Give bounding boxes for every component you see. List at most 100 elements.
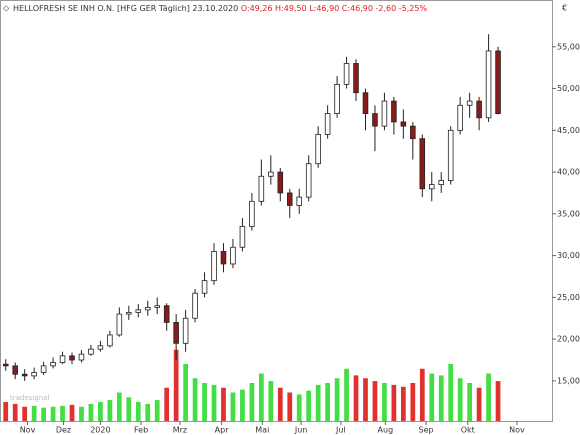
volume-bar [277, 387, 283, 421]
volume-bar [116, 392, 122, 421]
candle-body [220, 251, 227, 265]
volume-bar [438, 375, 444, 421]
candle-body [277, 171, 284, 194]
candle-body [372, 113, 378, 127]
volume-bar [88, 403, 94, 421]
candle-body [466, 100, 473, 106]
y-tick-label: 40,00 [557, 168, 580, 177]
volume-bar [79, 406, 84, 421]
candle-body [381, 100, 388, 127]
volume-bar [31, 405, 37, 421]
candle-body [31, 372, 37, 377]
x-tick-label: Jul [335, 426, 346, 435]
volume-bar [221, 387, 226, 421]
volume-bar [296, 394, 302, 421]
candle-body [59, 355, 66, 363]
volume-bar [249, 383, 255, 421]
volume-bar [344, 368, 349, 421]
y-tick-label: 55,00 [557, 42, 580, 51]
volume-bar [164, 387, 170, 421]
volume-bar [429, 373, 435, 421]
candle-body [78, 353, 85, 361]
volume-bar [135, 402, 141, 421]
volume-bar [287, 392, 293, 421]
volume-bar [98, 402, 103, 421]
y-tick-label: 25,00 [557, 293, 580, 302]
volume-bar [363, 378, 368, 421]
volume-bar [315, 384, 321, 421]
candle-body [286, 192, 293, 206]
candle-body [192, 292, 198, 319]
candle-body [362, 92, 369, 115]
volume-bar [12, 403, 18, 421]
x-tick-label: Mai [255, 426, 269, 435]
volume-bar [486, 373, 491, 421]
volume-bar [3, 402, 9, 421]
currency: € [562, 4, 567, 13]
volume-bar [400, 386, 406, 421]
candle-body [163, 305, 170, 323]
y-tick-label: 30,00 [557, 251, 580, 260]
candle-body [400, 121, 407, 127]
candle-body [126, 312, 132, 315]
volume-bar [306, 390, 312, 421]
volume-bar [391, 384, 397, 421]
candle-body [315, 134, 321, 165]
volume-bar [240, 389, 245, 421]
candle-body [324, 113, 331, 135]
x-tick-label: Feb [134, 426, 148, 435]
quote: O:49,26 H:49,50 L:46,90 C:46,90 -2,60 -5… [241, 4, 428, 13]
candle-body [334, 83, 340, 115]
volume-bar [495, 381, 501, 421]
candle-body [173, 322, 179, 344]
x-tick-label: Mrz [173, 426, 187, 435]
candle-body [135, 309, 142, 313]
volume-bar [173, 349, 179, 421]
candle-body [211, 251, 217, 282]
volume-bar [69, 404, 75, 421]
candle-body [12, 365, 18, 375]
volume-bar [41, 407, 46, 421]
candle-body [154, 305, 160, 308]
volume-bar [211, 384, 217, 421]
y-tick-label: 45,00 [557, 126, 580, 135]
volume-bar [145, 403, 151, 421]
volume-bar [476, 387, 482, 421]
volume-bar [353, 375, 359, 421]
watermark: tradesignal [10, 394, 49, 402]
candle-body [69, 355, 75, 361]
volume-bar [192, 378, 198, 421]
candle-body [2, 363, 9, 367]
candle-body [391, 100, 397, 123]
y-tick-label: 50,00 [557, 84, 580, 93]
candle-body [116, 313, 123, 336]
volume-bar [202, 383, 207, 421]
volume-bar [382, 383, 387, 421]
x-tick-label: Aug [378, 426, 394, 435]
candle-body [107, 334, 113, 347]
candle-body [21, 373, 28, 377]
candle-body [144, 306, 151, 311]
y-tick-label: 35,00 [557, 209, 580, 218]
volume-bar [126, 397, 132, 421]
volume-bar [334, 378, 340, 421]
volume-bar [50, 406, 56, 421]
y-tick-label: 20,00 [557, 335, 580, 344]
candle-body [239, 225, 246, 248]
candle-body [249, 200, 255, 227]
x-tick-label: Nov [20, 426, 36, 435]
candle-body [428, 184, 435, 190]
candle-body [476, 100, 482, 119]
date: 23.10.2020 [192, 4, 238, 13]
x-tick-label: Sep [419, 426, 434, 435]
candle-body [447, 129, 454, 181]
candle-body [438, 180, 444, 186]
volume-bar [268, 381, 274, 421]
candle-body [258, 175, 265, 202]
x-tick-label: Nov [509, 426, 525, 435]
candle-body [201, 280, 208, 294]
candle-body [230, 246, 236, 265]
volume-bar [258, 373, 264, 421]
candle-body [97, 345, 104, 350]
